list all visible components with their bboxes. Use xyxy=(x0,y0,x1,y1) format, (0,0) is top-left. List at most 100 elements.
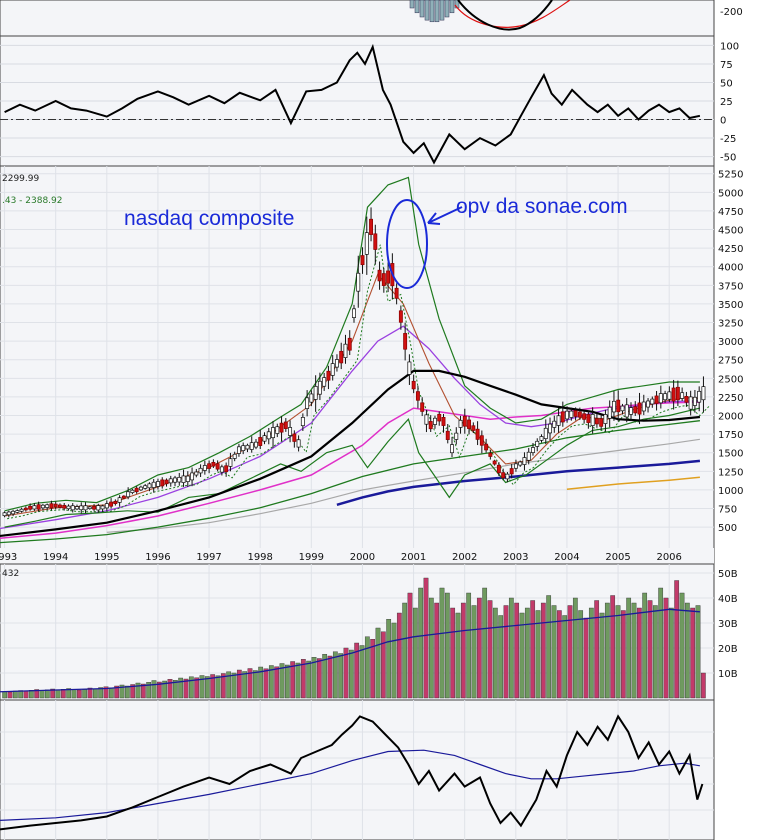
candle-body xyxy=(356,272,361,292)
candle-body xyxy=(535,440,540,447)
price-candle xyxy=(407,354,412,385)
candle-body xyxy=(369,218,373,235)
price-tick-label: 3500 xyxy=(718,300,743,311)
candle-body xyxy=(194,471,199,476)
volume-bar xyxy=(316,658,322,699)
volume-bar xyxy=(674,580,680,699)
price-candle xyxy=(475,421,480,446)
candle-body xyxy=(156,481,160,487)
price-candle xyxy=(356,255,361,308)
volume-bar xyxy=(476,597,482,699)
candle-body xyxy=(2,512,7,517)
price-candle xyxy=(586,410,591,429)
volume-bar xyxy=(546,595,552,699)
candle-body xyxy=(254,441,258,448)
candle-body xyxy=(271,427,275,439)
price-candle xyxy=(296,435,301,452)
candle-body xyxy=(616,399,621,413)
price-candle xyxy=(364,216,369,275)
price-candle xyxy=(496,462,501,476)
top-histogram-bar xyxy=(449,0,455,14)
volume-average xyxy=(0,608,700,693)
price-candle xyxy=(688,390,693,416)
volume-bar xyxy=(450,607,456,699)
volume-bar xyxy=(482,587,488,699)
candle-body xyxy=(113,500,118,504)
volume-bar xyxy=(599,612,605,699)
price-candle xyxy=(667,386,672,403)
candle-body xyxy=(143,485,148,489)
candle-body xyxy=(83,505,88,511)
year-label: 1997 xyxy=(196,552,221,563)
price-candle xyxy=(509,464,514,479)
price-tick-label: 3750 xyxy=(718,281,743,292)
volume-bar xyxy=(140,683,146,699)
volume-bar xyxy=(66,688,72,699)
volume-bar xyxy=(55,689,61,699)
price-candle xyxy=(262,432,267,445)
price-candle xyxy=(330,355,335,381)
candle-body xyxy=(134,487,139,493)
volume-bar xyxy=(636,607,642,699)
price-candles xyxy=(2,207,706,518)
candle-body xyxy=(556,415,561,426)
price-tick-label: 4500 xyxy=(718,226,743,237)
candle-body xyxy=(531,447,535,453)
price-candle xyxy=(369,207,373,242)
volume-bar xyxy=(108,687,114,699)
volume-bar xyxy=(226,671,232,699)
price-candle xyxy=(654,391,659,411)
candle-body xyxy=(539,436,544,441)
candle-body xyxy=(612,400,616,413)
price-axis-ticks: 5250 5000 4750 4500 4250 4000 3750 3500 3250 3000… xyxy=(718,170,743,534)
volume-bar xyxy=(183,678,189,699)
candle-body xyxy=(173,477,177,483)
volume-bar xyxy=(279,663,285,699)
candle-body xyxy=(646,400,650,408)
candle-body xyxy=(641,401,646,412)
year-labels: 1993 1994 1995 1996 1997 1998 1999 2000 2001 2002… xyxy=(0,552,682,563)
candle-body xyxy=(364,232,369,255)
price-candle xyxy=(79,502,84,514)
price-candle xyxy=(650,396,655,408)
price-candle xyxy=(343,334,348,364)
volume-bar xyxy=(263,668,269,699)
volume-tick-label: 20B xyxy=(718,644,738,655)
price-candle xyxy=(454,427,459,445)
candle-body xyxy=(15,510,20,513)
price-readout: 2299.99 xyxy=(2,174,39,184)
volume-bar xyxy=(71,689,77,699)
volume-bar xyxy=(348,649,354,699)
price-grid xyxy=(0,166,714,548)
price-candle xyxy=(160,477,165,489)
price-candle xyxy=(258,430,263,449)
price-candle xyxy=(403,322,408,361)
volume-bar xyxy=(204,676,210,699)
candle-body xyxy=(49,503,54,509)
volume-bar xyxy=(610,595,616,699)
candle-body xyxy=(66,505,71,510)
volume-bar xyxy=(34,689,40,699)
candle-body xyxy=(458,419,463,428)
price-candle xyxy=(275,423,280,438)
price-candle xyxy=(181,469,186,487)
price-candle xyxy=(168,475,173,487)
volume-bar xyxy=(466,592,472,699)
candle-body xyxy=(663,393,668,401)
price-candle xyxy=(75,504,79,511)
candle-body xyxy=(475,428,480,440)
price-candle xyxy=(92,504,96,512)
top-indicator xyxy=(409,0,571,31)
candle-body xyxy=(373,233,378,250)
candle-body xyxy=(36,504,41,510)
candle-body xyxy=(147,483,152,489)
candle-body xyxy=(339,350,344,364)
candle-body xyxy=(450,444,454,454)
candle-body xyxy=(394,287,399,299)
candle-body xyxy=(462,415,467,427)
price-candle xyxy=(373,224,378,265)
price-tick-label: 750 xyxy=(718,505,737,516)
price-candle xyxy=(83,502,88,514)
volume-bar xyxy=(423,577,429,699)
volume-bar xyxy=(508,597,514,699)
